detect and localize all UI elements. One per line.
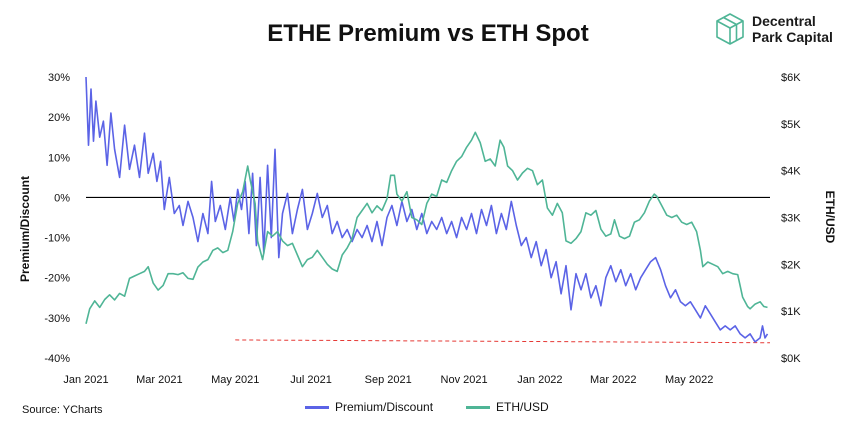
x-tick-label: Mar 2021 — [136, 374, 182, 386]
x-tick-label: May 2021 — [211, 374, 259, 386]
x-tick-label: Nov 2021 — [441, 374, 488, 386]
legend-item-eth: ETH/USD — [466, 400, 549, 414]
x-tick-label: May 2022 — [665, 374, 713, 386]
brand-name: Decentral Park Capital — [752, 13, 833, 45]
y-tick-label: 0% — [54, 192, 70, 204]
chart-title: ETHE Premium vs ETH Spot — [267, 20, 589, 47]
y-tick-label: -10% — [44, 233, 70, 245]
y2-tick-label: $4K — [781, 166, 801, 178]
x-tick-label: Mar 2022 — [590, 374, 636, 386]
y2-tick-label: $5K — [781, 119, 801, 131]
y-tick-label: -40% — [44, 353, 70, 365]
series-lines — [85, 76, 769, 343]
brand-line-1: Decentral — [752, 13, 816, 29]
x-tick-label: Sep 2021 — [365, 374, 412, 386]
right-tick-labels: $6K $5K $4K $3K $2K $1K $0K — [781, 72, 801, 365]
legend-label-premium: Premium/Discount — [335, 400, 434, 414]
y-tick-label: -30% — [44, 313, 70, 325]
y-tick-label: 20% — [48, 112, 70, 124]
y2-tick-label: $2K — [781, 259, 801, 271]
legend-swatch-premium — [305, 405, 329, 409]
premium-discount-line — [85, 76, 769, 343]
cube-logo-icon — [716, 13, 744, 45]
brand-line-2: Park Capital — [752, 29, 833, 45]
x-tick-labels: Jan 2021 Mar 2021 May 2021 Jul 2021 Sep 2021… — [63, 374, 713, 386]
x-tick-label: Jan 2022 — [517, 374, 562, 386]
dashed-support-line — [235, 339, 771, 344]
left-tick-labels: 30% 20% 10% 0% -10% -20% -30% -40% — [44, 72, 70, 365]
legend-swatch-eth — [466, 405, 490, 409]
y2-tick-label: $1K — [781, 306, 801, 318]
eth-usd-line — [85, 131, 768, 324]
y-tick-label: 10% — [48, 152, 70, 164]
reference-lines — [86, 196, 771, 344]
x-tick-label: Jul 2021 — [290, 374, 332, 386]
x-tick-label: Jan 2021 — [63, 374, 108, 386]
legend-item-premium: Premium/Discount — [305, 400, 433, 414]
source-note: Source: YCharts — [22, 404, 103, 416]
y2-tick-label: $6K — [781, 72, 801, 84]
y-tick-label: -20% — [44, 273, 70, 285]
y-tick-label: 30% — [48, 72, 70, 84]
y2-tick-label: $0K — [781, 353, 801, 365]
y2-tick-label: $3K — [781, 213, 801, 225]
brand-logo: Decentral Park Capital — [714, 12, 844, 48]
legend-label-eth: ETH/USD — [496, 400, 549, 414]
